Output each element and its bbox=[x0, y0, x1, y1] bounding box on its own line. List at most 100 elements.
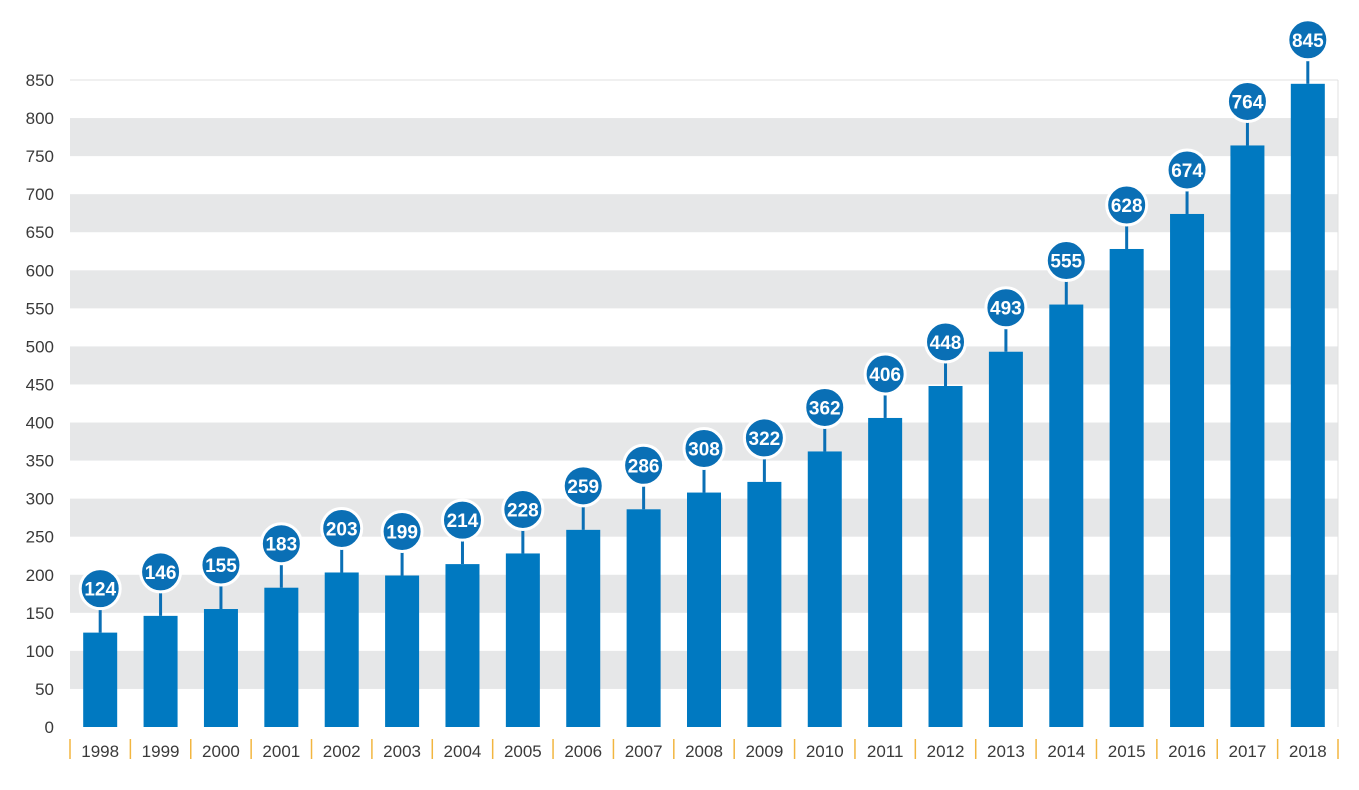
data-label-bubble bbox=[1225, 79, 1269, 123]
data-label-bubble bbox=[380, 510, 424, 554]
bar bbox=[687, 492, 721, 727]
y-tick-label: 750 bbox=[26, 147, 54, 166]
data-label-bubble bbox=[1044, 239, 1088, 283]
bar bbox=[83, 632, 118, 727]
data-label: 308 bbox=[688, 440, 720, 461]
x-tick-label: 2004 bbox=[444, 742, 482, 761]
grid-band bbox=[70, 346, 1338, 385]
data-label: 362 bbox=[809, 398, 841, 419]
y-tick-label: 150 bbox=[26, 604, 54, 623]
x-tick-label: 2002 bbox=[323, 742, 361, 761]
data-label: 845 bbox=[1292, 31, 1324, 52]
data-label-bubble bbox=[924, 320, 968, 364]
x-tick-label: 2001 bbox=[262, 742, 300, 761]
x-tick-label: 1999 bbox=[142, 742, 180, 761]
data-label: 674 bbox=[1171, 161, 1203, 182]
data-label: 146 bbox=[145, 563, 177, 584]
grid-band bbox=[70, 118, 1338, 157]
grid-band bbox=[70, 270, 1338, 309]
bar bbox=[264, 587, 299, 727]
x-tick-label: 2012 bbox=[927, 742, 965, 761]
bar bbox=[445, 564, 480, 727]
x-tick-label: 2010 bbox=[806, 742, 844, 761]
x-tick-label: 1998 bbox=[81, 742, 119, 761]
data-label: 286 bbox=[628, 456, 660, 477]
bar bbox=[324, 572, 359, 727]
bar bbox=[747, 481, 782, 727]
data-label-bubble bbox=[440, 498, 484, 542]
x-tick-label: 2014 bbox=[1047, 742, 1085, 761]
y-tick-label: 200 bbox=[26, 566, 54, 585]
data-label-bubble bbox=[320, 506, 364, 550]
y-tick-label: 0 bbox=[45, 718, 54, 737]
bar bbox=[928, 385, 963, 727]
x-tick-label: 2009 bbox=[745, 742, 783, 761]
x-tick-label: 2018 bbox=[1289, 742, 1327, 761]
data-label-bubble bbox=[1105, 183, 1149, 227]
data-label: 764 bbox=[1232, 92, 1264, 113]
bar bbox=[1109, 248, 1144, 727]
y-tick-label: 50 bbox=[35, 680, 54, 699]
bar bbox=[626, 509, 661, 727]
y-tick-label: 250 bbox=[26, 528, 54, 547]
data-label-bubble bbox=[984, 286, 1028, 330]
data-label-bubble bbox=[78, 567, 122, 611]
bar bbox=[566, 529, 601, 727]
x-tick-label: 2006 bbox=[564, 742, 602, 761]
bar bbox=[868, 417, 903, 727]
data-label: 124 bbox=[84, 580, 116, 601]
data-label-bubble bbox=[863, 352, 907, 396]
data-label: 203 bbox=[326, 519, 358, 540]
bars bbox=[83, 83, 1325, 728]
data-label: 155 bbox=[205, 556, 237, 577]
y-tick-label: 300 bbox=[26, 490, 54, 509]
data-label: 214 bbox=[447, 511, 479, 532]
y-axis: 0 50 100 150 200 250 300 350 400 450 500 550 600 650 7… bbox=[26, 71, 54, 737]
data-label-bubble bbox=[139, 550, 183, 594]
data-label-bubble bbox=[622, 443, 666, 487]
data-label-bubble bbox=[1165, 148, 1209, 192]
x-tick-label: 2008 bbox=[685, 742, 723, 761]
y-tick-label: 650 bbox=[26, 223, 54, 242]
y-tick-label: 450 bbox=[26, 375, 54, 394]
x-tick-label: 2000 bbox=[202, 742, 240, 761]
y-tick-label: 100 bbox=[26, 642, 54, 661]
y-tick-label: 400 bbox=[26, 414, 54, 433]
data-label-bubble bbox=[199, 543, 243, 587]
bar bbox=[385, 575, 420, 727]
data-label-bubble bbox=[259, 522, 303, 566]
x-tick-label: 2003 bbox=[383, 742, 421, 761]
y-tick-label: 700 bbox=[26, 185, 54, 204]
bar bbox=[143, 615, 178, 727]
y-tick-label: 850 bbox=[26, 71, 54, 90]
y-tick-label: 350 bbox=[26, 452, 54, 471]
x-tick-label: 2013 bbox=[987, 742, 1025, 761]
y-tick-label: 800 bbox=[26, 109, 54, 128]
data-label-bubble bbox=[682, 427, 726, 471]
data-label: 199 bbox=[386, 523, 418, 544]
y-tick-label: 500 bbox=[26, 337, 54, 356]
data-label: 259 bbox=[567, 477, 599, 498]
data-label: 493 bbox=[990, 299, 1022, 320]
data-label-bubble bbox=[561, 464, 605, 508]
data-labels: 124 146 155 183 203 199 214 228 259 286 308 322 362 4… bbox=[78, 18, 1330, 633]
x-tick-label: 2011 bbox=[867, 742, 904, 761]
data-label: 555 bbox=[1050, 252, 1082, 273]
bar bbox=[1170, 213, 1205, 728]
data-label-bubble bbox=[1286, 18, 1330, 62]
data-label-bubble bbox=[501, 487, 545, 531]
bar bbox=[1049, 304, 1084, 727]
data-label: 628 bbox=[1111, 196, 1143, 217]
x-tick-label: 2016 bbox=[1168, 742, 1206, 761]
y-tick-label: 550 bbox=[26, 299, 54, 318]
data-label-bubble bbox=[803, 385, 847, 429]
bar bbox=[505, 553, 540, 727]
data-label: 322 bbox=[749, 429, 781, 450]
x-tick-label: 2005 bbox=[504, 742, 542, 761]
bar bbox=[203, 609, 238, 727]
grid-band bbox=[70, 194, 1338, 233]
bar bbox=[807, 451, 842, 727]
data-label-bubble bbox=[742, 416, 786, 460]
data-label: 406 bbox=[869, 365, 901, 386]
data-label: 448 bbox=[930, 333, 962, 354]
